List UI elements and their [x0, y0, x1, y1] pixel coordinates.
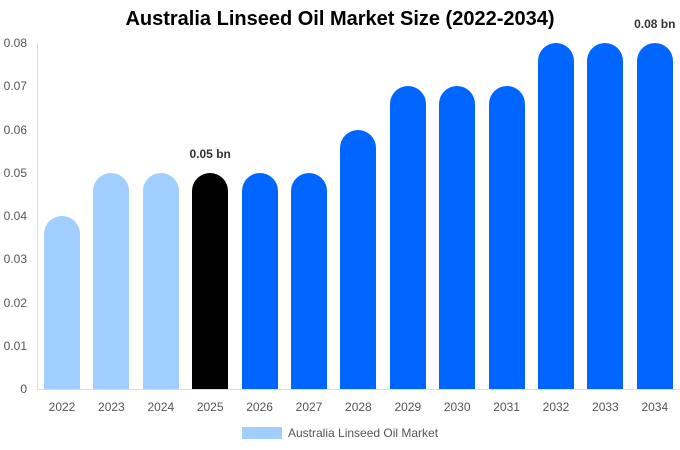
- y-tick-label: 0.01: [3, 338, 27, 353]
- x-tick-label: 2026: [246, 400, 273, 414]
- x-tick-label: 2034: [641, 400, 669, 414]
- y-axis-line: [37, 43, 38, 389]
- x-tick-label: 2027: [295, 400, 323, 414]
- y-tick-label: 0.05: [3, 165, 27, 180]
- bar-2024[interactable]: [142, 172, 179, 389]
- bar-2022[interactable]: [44, 216, 80, 389]
- bar-2032[interactable]: [538, 43, 574, 389]
- x-tick-label: 2029: [394, 400, 422, 414]
- legend[interactable]: Australia Linseed Oil Market: [242, 426, 438, 440]
- x-tick-label: 2022: [48, 400, 76, 414]
- y-tick-label: 0.03: [3, 252, 27, 267]
- bar-2034[interactable]: [636, 43, 673, 389]
- y-tick-label: 0.06: [3, 122, 27, 137]
- y-tick-label: 0: [20, 382, 27, 396]
- bar-2025[interactable]: [192, 172, 229, 389]
- x-tick-label: 2032: [542, 400, 570, 414]
- legend-label: Australia Linseed Oil Market: [288, 426, 439, 440]
- x-tick-label: 2031: [493, 400, 520, 414]
- legend-swatch: [242, 427, 282, 439]
- data-label: 0.05 bn: [189, 146, 231, 161]
- data-label: 0.08 bn: [634, 17, 676, 31]
- x-tick-label: 2028: [345, 400, 372, 414]
- y-tick-label: 0.07: [3, 79, 27, 94]
- bar-2029[interactable]: [389, 86, 426, 389]
- bar-2031[interactable]: [488, 86, 525, 389]
- x-tick-label: 2025: [196, 400, 224, 414]
- x-tick-label: 2030: [443, 400, 471, 414]
- y-tick-label: 0.04: [3, 209, 27, 223]
- bar-2030[interactable]: [439, 86, 476, 389]
- y-tick-label: 0.02: [3, 295, 27, 310]
- x-tick-label: 2024: [147, 400, 175, 414]
- bar-2026[interactable]: [241, 172, 278, 389]
- x-axis-line: [37, 389, 680, 390]
- bar-2027[interactable]: [291, 172, 327, 389]
- bar-2028[interactable]: [340, 129, 377, 389]
- bar-2033[interactable]: [587, 43, 624, 389]
- x-tick-label: 2023: [98, 400, 125, 414]
- x-tick-label: 2033: [592, 400, 619, 414]
- y-tick-label: 0.08: [3, 36, 27, 50]
- bar-2023[interactable]: [93, 172, 130, 389]
- chart-title: Australia Linseed Oil Market Size (2022-…: [125, 8, 555, 30]
